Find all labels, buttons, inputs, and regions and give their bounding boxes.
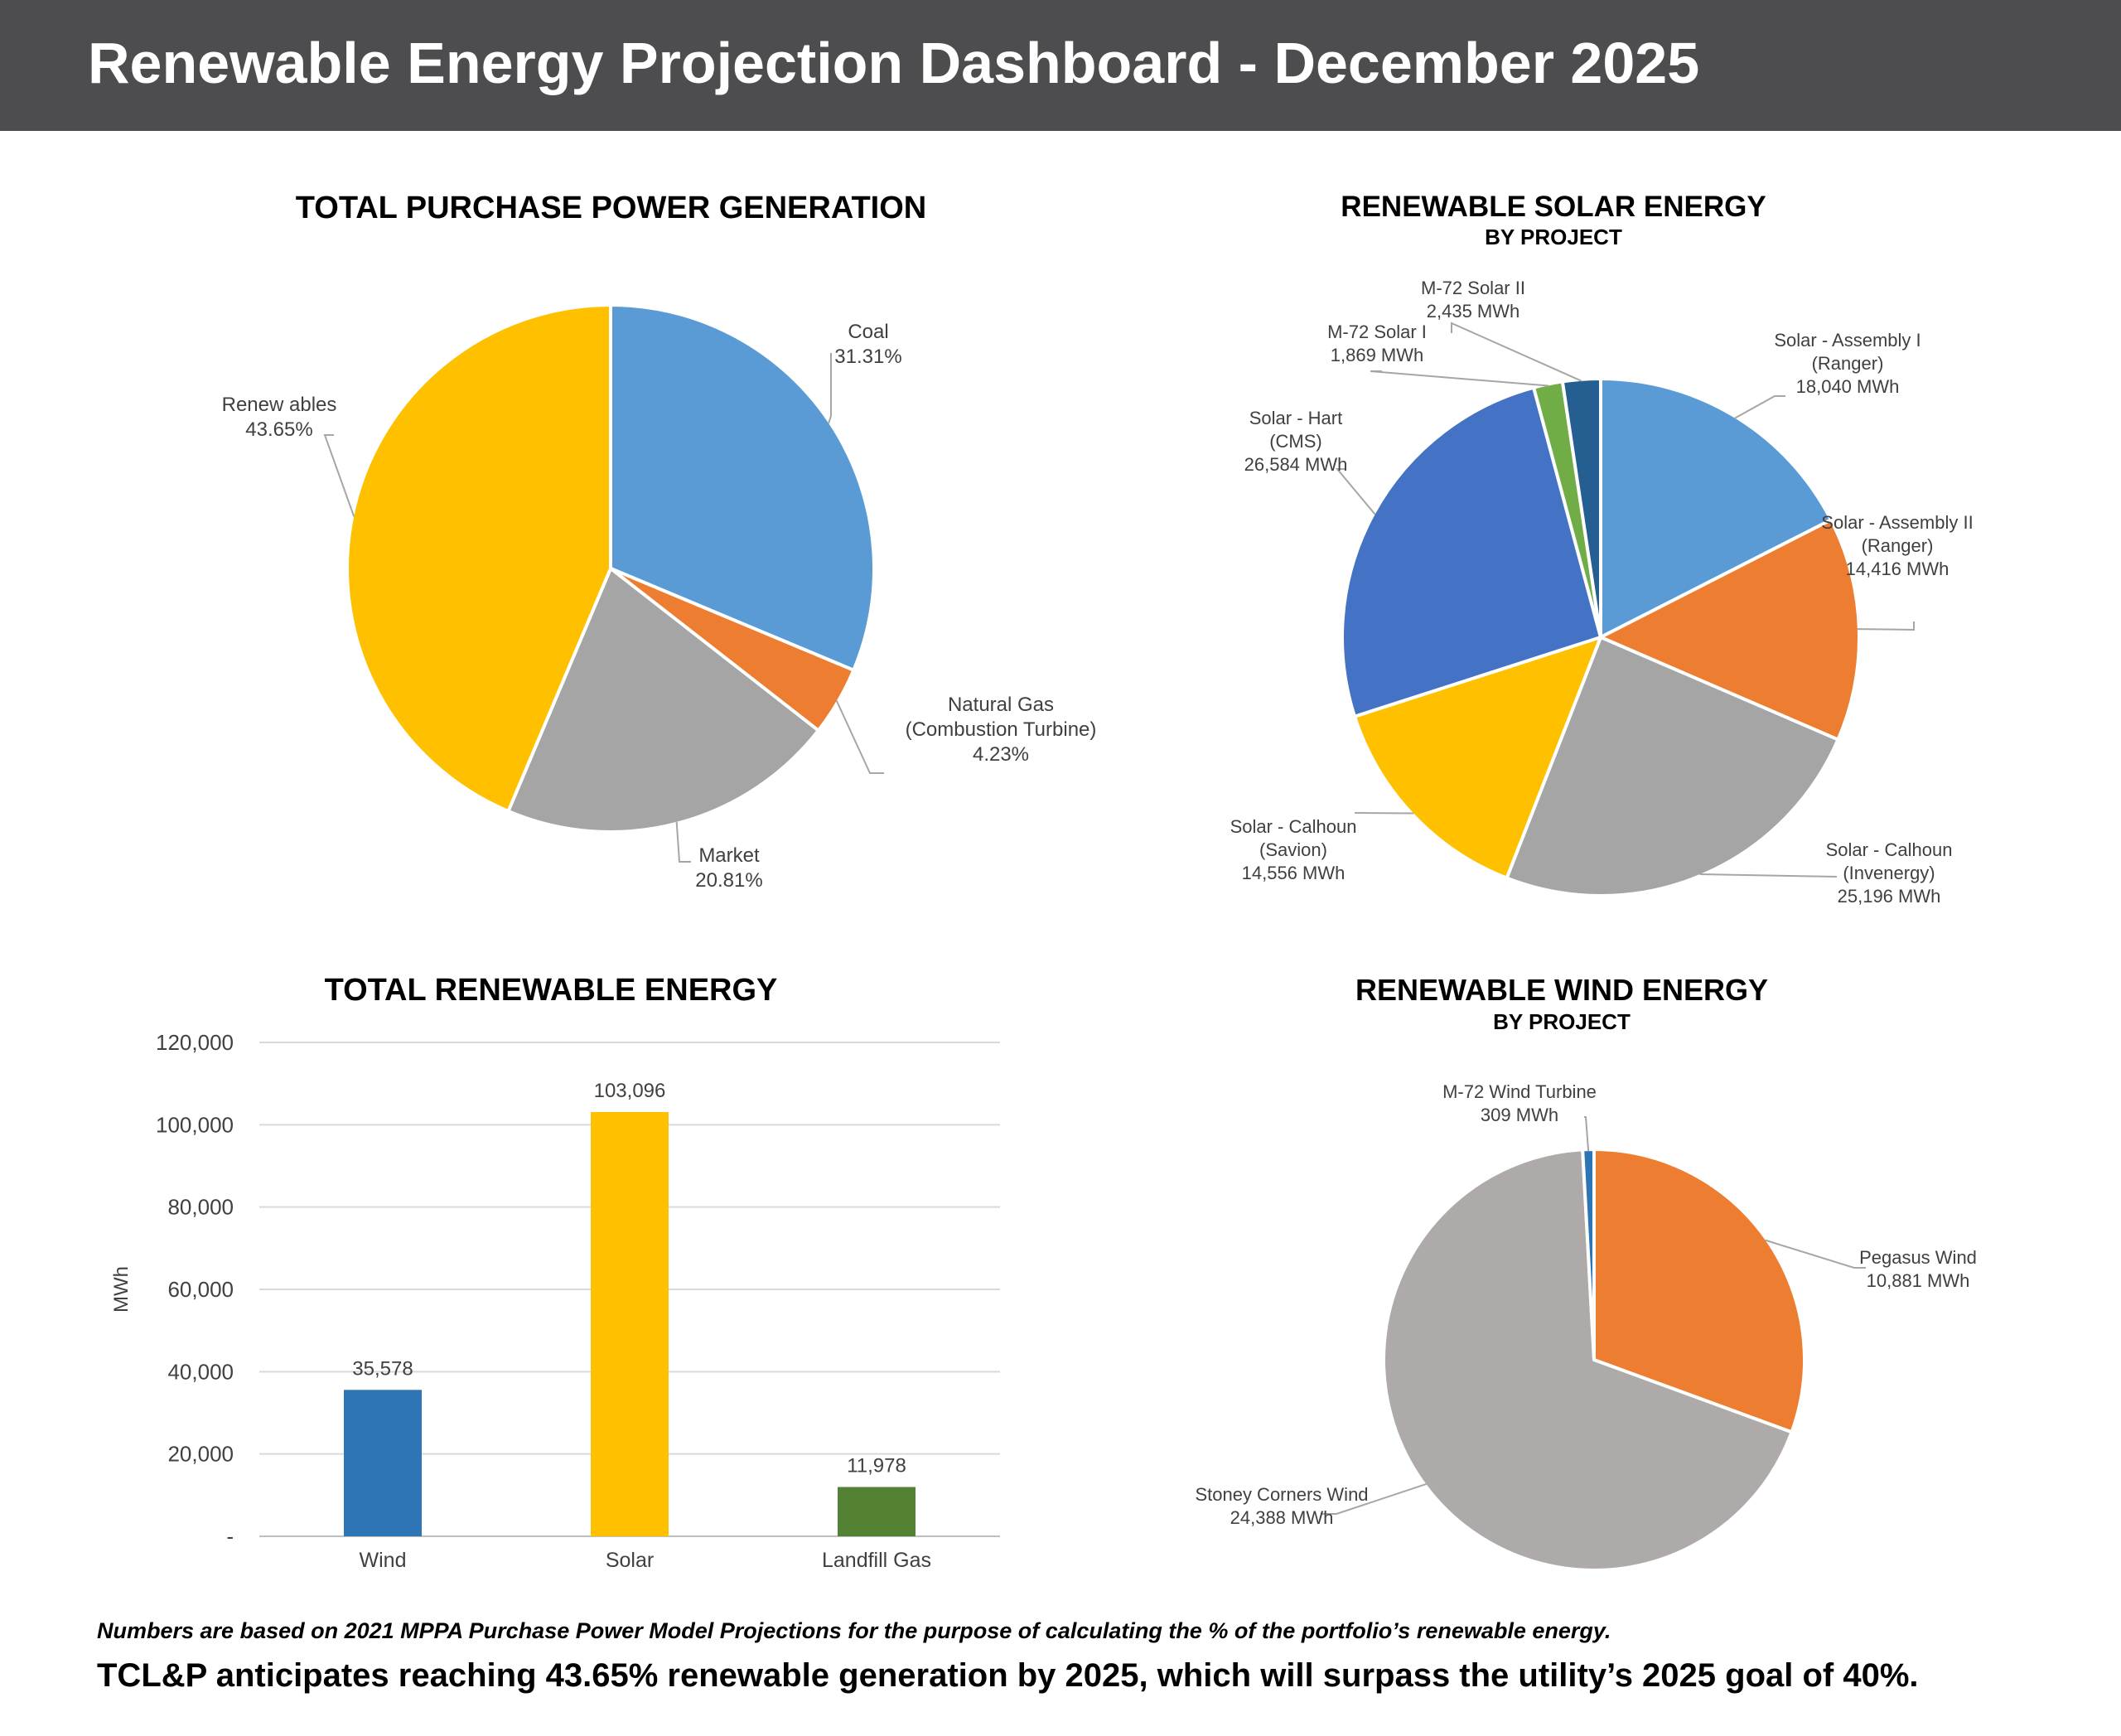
wind-chart-title: RENEWABLE WIND ENERGY xyxy=(1355,973,1769,1007)
slice-label-solar-hart: Solar - Hart (CMS) 26,584 MWh xyxy=(1244,408,1348,475)
slice-label-stoney-corners-wind: Stoney Corners Wind 24,388 MWh xyxy=(1195,1484,1368,1528)
leader-line-pegasus-wind xyxy=(1765,1239,1866,1269)
leader-line-solar-calhoun xyxy=(1699,873,1838,878)
slice-label-solar-assembly-i: Solar - Assembly I (Ranger) 18,040 MWh xyxy=(1774,330,1920,397)
leader-line-natural-gas xyxy=(835,700,884,774)
slice-label-m-72-wind-turbine: M-72 Wind Turbine 309 MWh xyxy=(1442,1081,1597,1125)
x-tick-label-solar: Solar xyxy=(606,1549,654,1572)
leader-line-solar-assembly-i xyxy=(1734,395,1785,419)
bar-solar xyxy=(591,1111,669,1536)
footnote: Numbers are based on 2021 MPPA Purchase … xyxy=(97,1618,1611,1643)
leader-line-solar-hart xyxy=(1335,468,1376,515)
conclusion-statement: TCL&P anticipates reaching 43.65% renewa… xyxy=(97,1657,1919,1694)
leader-line-stoney-corners-wind xyxy=(1321,1482,1427,1515)
leader-line-coal xyxy=(828,353,832,424)
wind-chart-subtitle: BY PROJECT xyxy=(1493,1009,1631,1034)
pie-slice-m-72-solar-ii xyxy=(1560,377,1602,639)
slice-label-pegasus-wind: Pegasus Wind 10,881 MWh xyxy=(1859,1247,1977,1291)
pie-slice-solar-calhoun xyxy=(1505,636,1840,897)
leader-line-solar-assembly-ii xyxy=(1857,621,1915,631)
slice-label-solar-assembly-ii: Solar - Assembly II (Ranger) 14,416 MWh xyxy=(1821,512,1973,579)
leader-line-m-72-wind-turbine xyxy=(1584,1116,1590,1152)
leader-line-renew-ables xyxy=(323,434,355,517)
slice-label-solar-calhoun: Solar - Calhoun (Savion) 14,556 MWh xyxy=(1230,816,1357,883)
purchase-power-chart: TOTAL PURCHASE POWER GENERATION Coal 31.3… xyxy=(0,131,1176,943)
purchase-pie-svg: Coal 31.31% Natural Gas (Combustion Turbine… xyxy=(222,303,1097,892)
solar-chart-title: RENEWABLE SOLAR ENERGY xyxy=(1341,191,1766,223)
solar-chart-subtitle: BY PROJECT xyxy=(1485,225,1622,249)
bar-value-label-solar: 103,096 xyxy=(594,1080,666,1102)
leader-line-m-72-solar-ii xyxy=(1451,322,1582,382)
bar-landfill-gas xyxy=(838,1487,916,1536)
slice-label-solar-calhoun: Solar - Calhoun (Invenergy) 25,196 MWh xyxy=(1826,839,1953,907)
renewable-chart-title: TOTAL RENEWABLE ENERGY xyxy=(324,973,778,1008)
slice-label-coal: Coal 31.31% xyxy=(834,321,901,368)
slice-label-market: Market 20.81% xyxy=(695,844,762,892)
renewable-bar-svg: - 20,000 40,000 60,000 80,000 100,000 120,000 M… xyxy=(110,1030,1000,1572)
slice-label-renew-ables: Renew ables 43.65% xyxy=(222,394,337,441)
pie-slice-pegasus-wind xyxy=(1592,1148,1806,1434)
y-tick-label: 80,000 xyxy=(167,1195,234,1220)
y-tick-label: 100,000 xyxy=(156,1112,234,1137)
x-tick-label-landfill-gas: Landfill Gas xyxy=(822,1549,931,1572)
pie-slice-renew-ables xyxy=(345,303,612,814)
bar-value-label-wind: 35,578 xyxy=(352,1357,413,1380)
solar-energy-chart: RENEWABLE SOLAR ENERGY BY PROJECT Solar … xyxy=(1176,131,2121,943)
y-tick-label: - xyxy=(226,1524,234,1549)
leader-line-market xyxy=(675,821,691,863)
y-tick-label: 20,000 xyxy=(167,1442,234,1467)
y-tick-label: 60,000 xyxy=(167,1277,234,1302)
y-tick-label: 120,000 xyxy=(156,1030,234,1055)
bar-value-label-landfill-gas: 11,978 xyxy=(847,1455,906,1477)
slice-label-m-72-solar-ii: M-72 Solar II 2,435 MWh xyxy=(1421,278,1525,322)
slice-label-natural-gas: Natural Gas (Combustion Turbine) 4.23% xyxy=(906,694,1097,766)
page-title: Renewable Energy Projection Dashboard - … xyxy=(88,31,1700,95)
pie-slice-coal xyxy=(609,303,876,672)
x-tick-label-wind: Wind xyxy=(360,1549,407,1572)
dashboard-header: Renewable Energy Projection Dashboard - … xyxy=(0,0,2121,131)
y-axis-label: MWh xyxy=(110,1266,133,1313)
purchase-chart-title: TOTAL PURCHASE POWER GENERATION xyxy=(295,191,927,225)
wind-pie-svg: Pegasus Wind 10,881 MWh Stoney Corners Win… xyxy=(1195,1081,1977,1572)
leader-line-m-72-solar-i xyxy=(1370,370,1548,387)
solar-pie-svg: Solar - Assembly I (Ranger) 18,040 MWh Sola… xyxy=(1230,278,1974,907)
wind-energy-chart: RENEWABLE WIND ENERGY BY PROJECT Pegasus… xyxy=(1176,943,2121,1606)
bar-wind xyxy=(344,1390,422,1536)
slice-label-m-72-solar-i: M-72 Solar I 1,869 MWh xyxy=(1327,322,1427,365)
y-tick-label: 40,000 xyxy=(167,1359,234,1384)
renewable-energy-chart: TOTAL RENEWABLE ENERGY - 20,000 40,000 60,0… xyxy=(0,943,1176,1606)
